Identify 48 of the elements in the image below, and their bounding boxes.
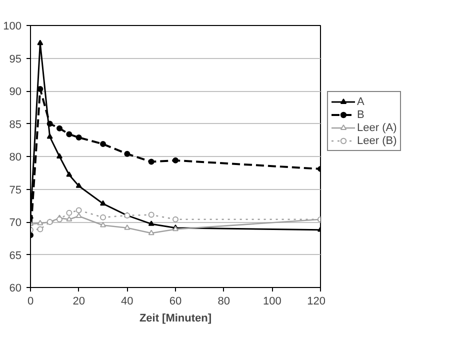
point [66, 171, 72, 177]
legend-label: Leer (B) [357, 134, 397, 147]
y-tick-label: 85 [9, 118, 22, 131]
x-tick-label: 0 [27, 296, 34, 308]
legend-label: B [357, 108, 366, 121]
x-tick-label: 20 [72, 296, 85, 308]
y-tick-label: 80 [9, 152, 22, 164]
point [46, 133, 53, 139]
x-tick-label: 120 [307, 296, 326, 308]
point [172, 216, 178, 222]
point [124, 224, 130, 230]
point [148, 220, 154, 226]
point [46, 120, 53, 127]
point [148, 230, 154, 236]
point [124, 150, 130, 157]
y-tick-label: 95 [9, 53, 22, 66]
y-tick-label: 70 [9, 217, 22, 229]
point [100, 222, 106, 228]
y-tick-label: 65 [9, 250, 22, 262]
point [100, 214, 106, 220]
point [100, 200, 106, 206]
y-tick-label: 60 [9, 282, 22, 294]
point [76, 207, 82, 214]
point [37, 220, 44, 226]
point [66, 216, 72, 222]
x-axis-title: Zeit [Minuten] [139, 312, 212, 324]
point [37, 40, 44, 46]
point [148, 212, 154, 218]
point [66, 131, 72, 138]
y-tick-label: 90 [9, 86, 22, 98]
point [148, 158, 154, 165]
point [37, 226, 44, 232]
x-tick-label: 100 [262, 296, 282, 308]
point [172, 157, 178, 164]
point [66, 210, 72, 216]
point [56, 125, 62, 132]
x-tick-label: 80 [218, 296, 230, 308]
point [76, 212, 82, 218]
legend-label: Leer (A) [357, 121, 397, 134]
y-tick-label: 100 [3, 20, 22, 32]
point [76, 134, 82, 140]
x-tick-label: 60 [169, 296, 182, 308]
point [76, 182, 82, 188]
point [56, 153, 62, 158]
point [100, 141, 106, 148]
legend-label: A [357, 95, 366, 108]
y-tick-label: 75 [9, 184, 22, 196]
x-tick-label: 40 [121, 296, 134, 308]
